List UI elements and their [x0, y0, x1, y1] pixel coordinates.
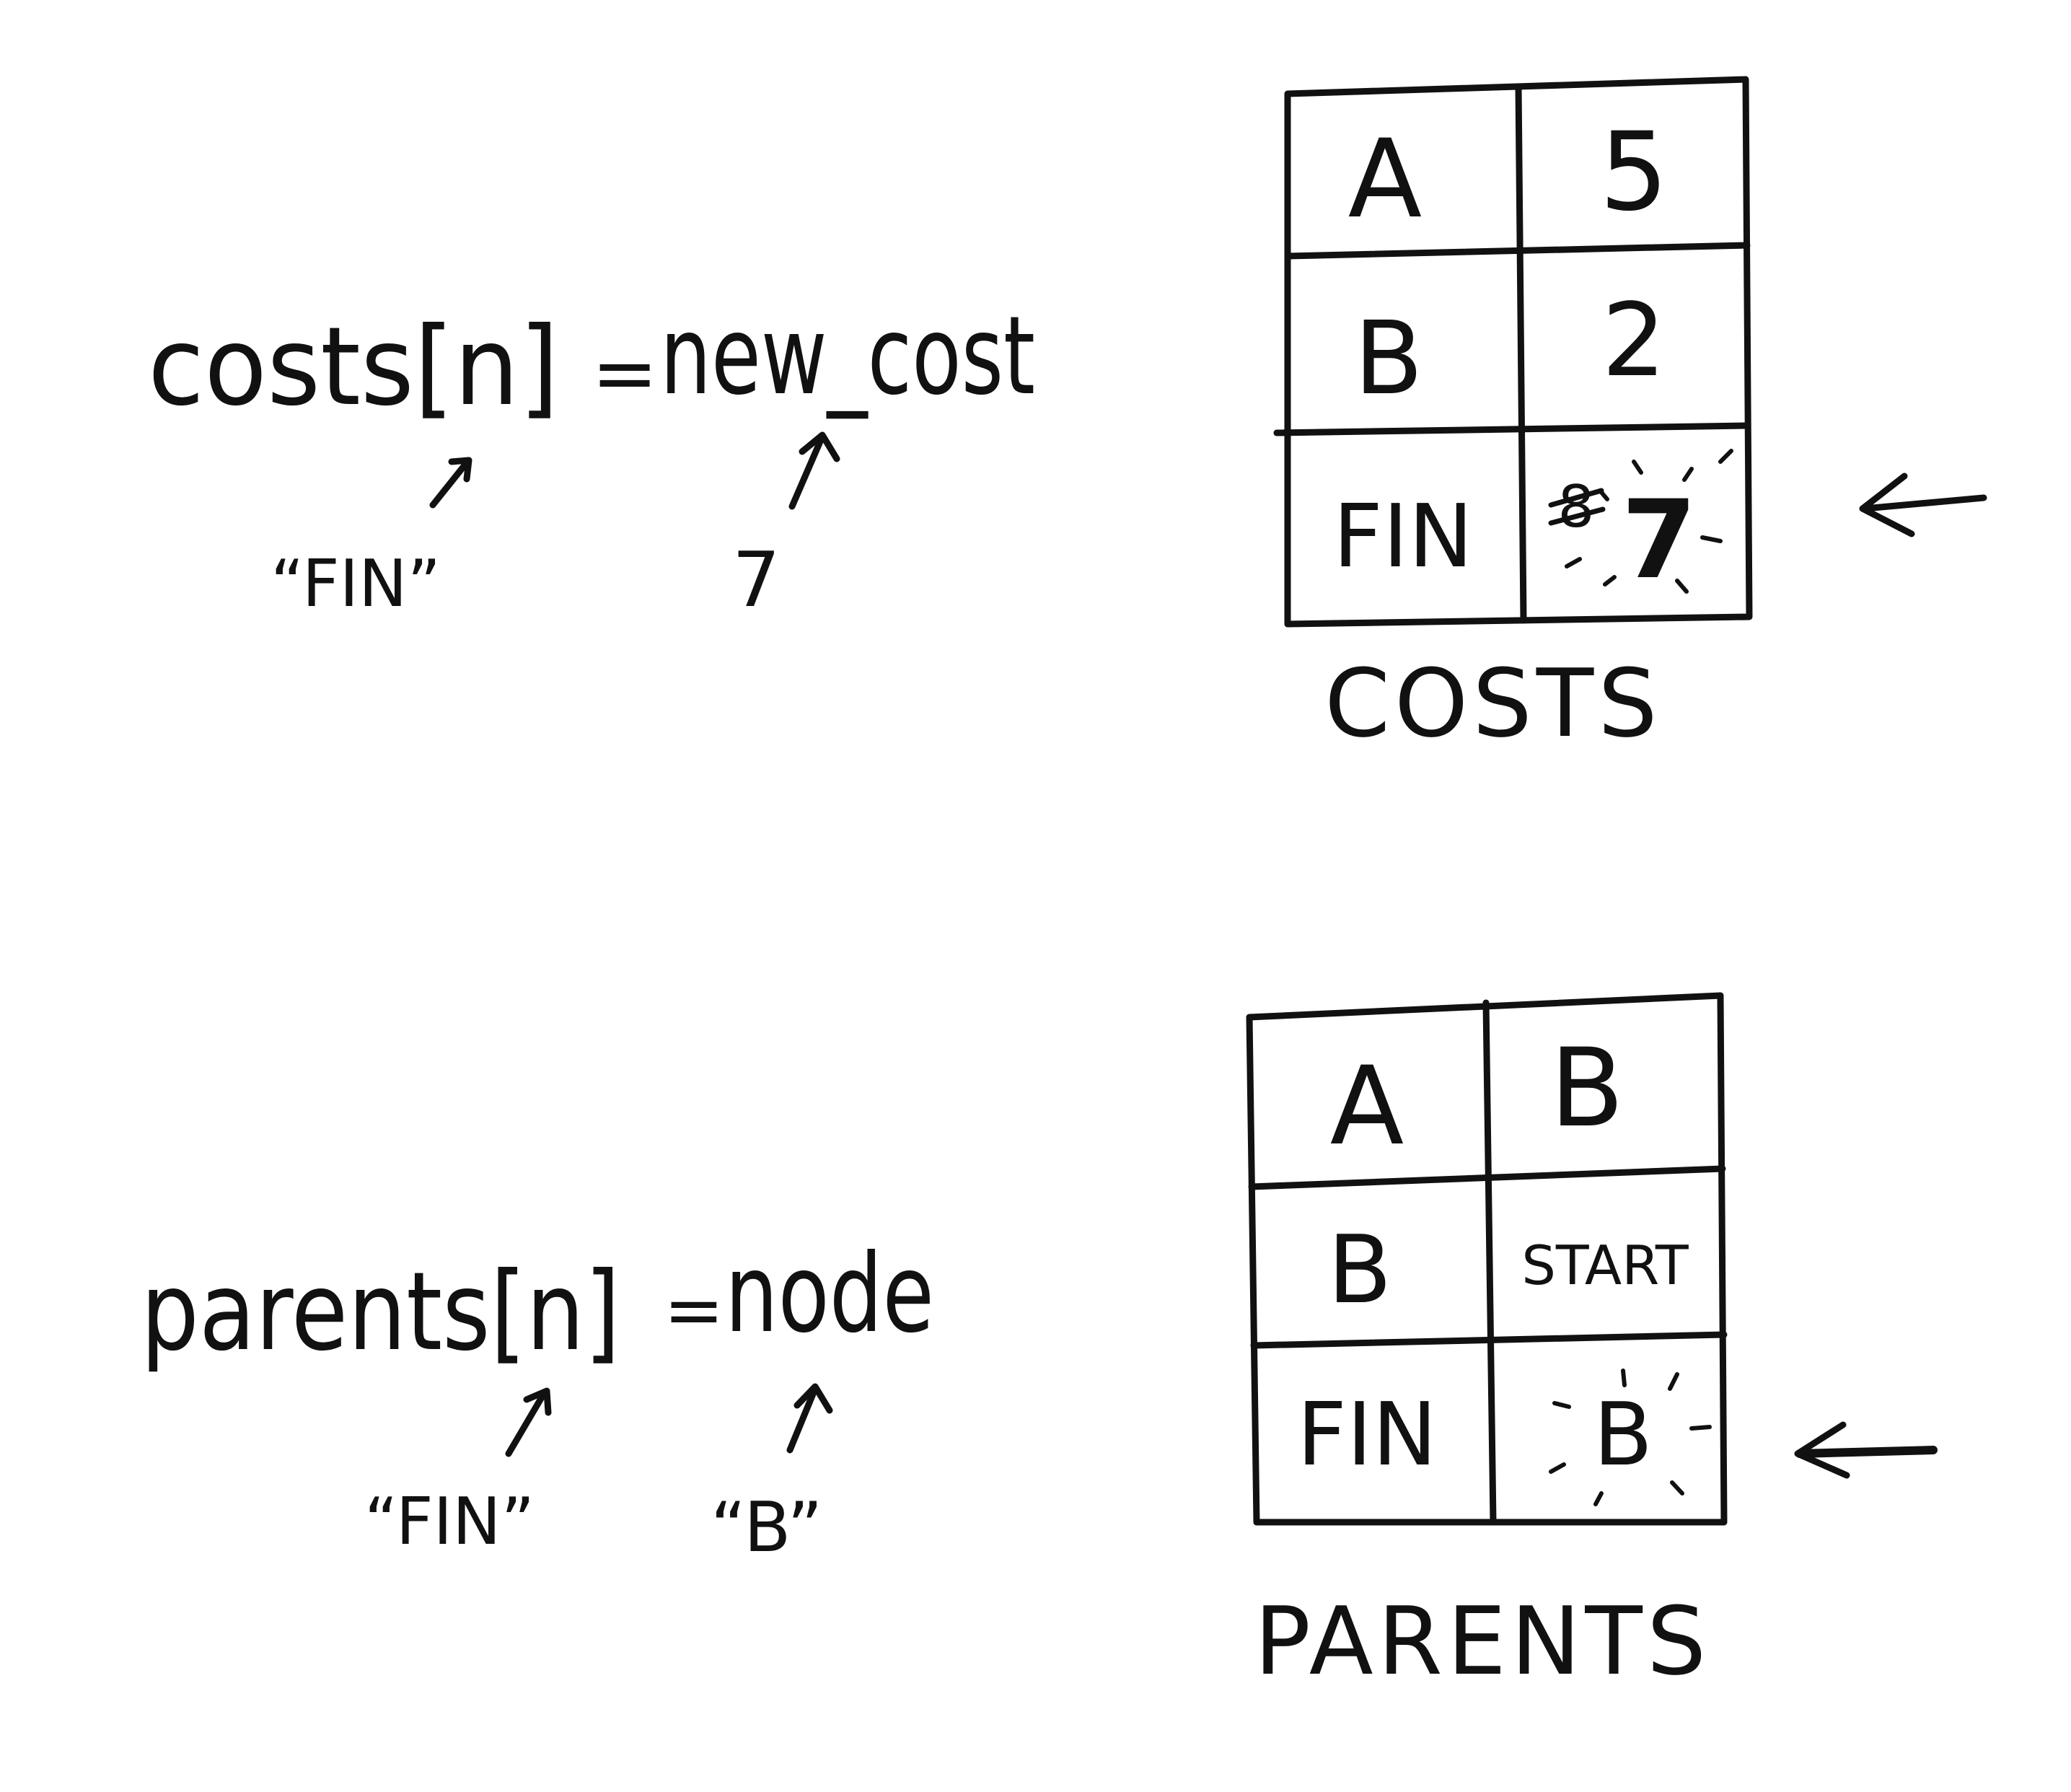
parents-assignment-rhs: node: [725, 1231, 934, 1357]
costs-row-key: B: [1354, 300, 1423, 418]
costs-highlighted-value: 7: [1622, 478, 1697, 603]
costs-row-key: A: [1348, 117, 1423, 242]
costs-row-key: FIN: [1333, 487, 1473, 587]
parents-row-value: START: [1521, 1234, 1689, 1297]
costs-value-annotation: 7: [732, 536, 781, 624]
up-arrow-icon: [786, 1383, 833, 1454]
costs-assignment-rhs: new_cost: [660, 294, 1035, 419]
costs-row-value: 5: [1599, 110, 1668, 235]
emphasis-rays: [1549, 1369, 1712, 1506]
up-arrow-icon: [505, 1387, 552, 1457]
emphasis-rays: [1565, 449, 1733, 594]
parents-value-annotation: “B”: [711, 1488, 823, 1568]
parents-assignment-lhs: parents[n]: [141, 1249, 620, 1375]
parents-assignment-equals: =: [664, 1268, 724, 1352]
parents-row-key: B: [1327, 1215, 1391, 1325]
svg-text:8: 8: [1558, 473, 1595, 540]
parents-key-annotation: “FIN”: [364, 1484, 535, 1560]
parents-row-value: B: [1550, 1026, 1624, 1151]
parents-highlighted-value: B: [1593, 1385, 1653, 1485]
costs-table-caption: COSTS: [1324, 649, 1662, 758]
up-arrow-icon: [788, 431, 840, 510]
costs-row-value: 2: [1601, 282, 1666, 400]
parents-row-key: FIN: [1297, 1385, 1437, 1485]
parents-table: A B B START FIN B PARENTS: [1246, 992, 1728, 1696]
parents-assignment: parents[n] = node “FIN” “B”: [141, 1231, 934, 1568]
costs-assignment-equals: =: [592, 327, 658, 419]
costs-assignment-lhs: costs[n]: [148, 304, 559, 430]
parents-row-key: A: [1330, 1044, 1404, 1169]
costs-key-annotation: “FIN”: [271, 546, 441, 622]
costs-assignment: costs[n] = new_cost “FIN” 7: [148, 294, 1035, 624]
left-arrow-icon: [1794, 1421, 1938, 1479]
left-arrow-icon: [1859, 473, 1987, 537]
costs-crossed-out-value: 8: [1548, 473, 1606, 540]
costs-table: A 5 B 2 FIN 8 7 COSTS: [1273, 76, 1753, 758]
parents-table-caption: PARENTS: [1254, 1586, 1711, 1696]
up-arrow-icon: [429, 457, 472, 509]
